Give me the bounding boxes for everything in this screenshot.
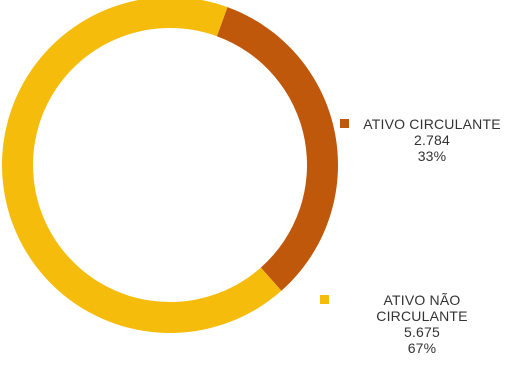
legend-category-line1-ativo-nao-circulante: ATIVO NÃO (383, 292, 461, 308)
legend-percent-ativo-circulante: 33% (417, 148, 447, 164)
donut-slice-ativo-circulante (216, 7, 339, 291)
legend-category-line2-ativo-nao-circulante: CIRCULANTE (376, 308, 468, 324)
legend-label-ativo-nao-circulante: ATIVO NÃO CIRCULANTE 5.675 67% (337, 292, 507, 356)
donut-slices (2, 0, 339, 333)
legend-category-ativo-circulante: ATIVO CIRCULANTE (363, 116, 501, 132)
legend-value-ativo-circulante: 2.784 (413, 132, 451, 148)
legend-percent-ativo-nao-circulante: 67% (407, 340, 437, 356)
legend-item-ativo-nao-circulante: ATIVO NÃO CIRCULANTE 5.675 67% (320, 292, 507, 356)
legend-value-ativo-nao-circulante: 5.675 (403, 324, 441, 340)
donut-slice-ativo-nao-circulante (2, 0, 282, 333)
legend-item-ativo-circulante: ATIVO CIRCULANTE 2.784 33% (340, 116, 507, 164)
legend-swatch-ativo-nao-circulante (320, 295, 329, 304)
legend-label-ativo-circulante: ATIVO CIRCULANTE 2.784 33% (357, 116, 507, 164)
legend-swatch-ativo-circulante (340, 119, 349, 128)
